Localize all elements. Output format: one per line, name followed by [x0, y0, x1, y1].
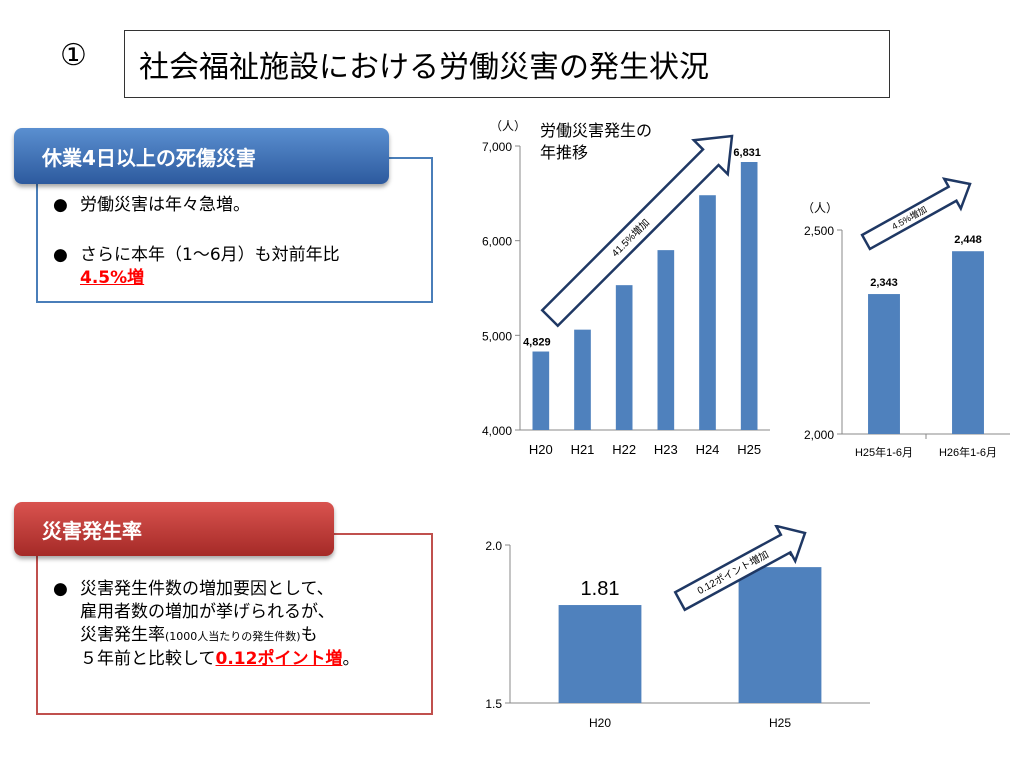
chart-half-year-injuries: 2,000 2,500 H25年1-6月 2,343 H26年1-6月 2,448 （人） 4…: [802, 177, 1010, 459]
data-label: 2,448: [954, 234, 982, 246]
unit-label: （人）: [490, 119, 526, 133]
bullet-text: 災害発生率: [80, 625, 165, 645]
y-tick-label: 4,000: [482, 424, 512, 438]
x-tick-label: H20: [589, 716, 611, 730]
highlight-increase: 4.5%増: [80, 268, 145, 288]
bar: [574, 329, 591, 430]
bar: [657, 250, 675, 430]
arrow-shape: [540, 134, 734, 328]
x-tick-label: H25年1-6月: [855, 445, 913, 459]
bar: [558, 605, 642, 703]
arrow-shape: [673, 525, 807, 612]
data-label: 1.81: [581, 578, 620, 600]
y-tick-label: 2,500: [804, 224, 834, 238]
highlight-increase: 0.12ポイント増: [215, 649, 343, 669]
x-tick-label: H21: [571, 442, 595, 457]
x-tick-label: H25: [769, 716, 791, 730]
bullet-dot: ●: [53, 579, 68, 599]
y-tick-label: 5,000: [482, 329, 512, 343]
data-label: 2,343: [870, 277, 898, 289]
bullet-note: (1000人当たりの発生件数): [165, 630, 301, 643]
chart-title: 労働災害発生の: [540, 122, 652, 140]
slide-number: ①: [60, 38, 87, 73]
panel-injuries-header: 休業4日以上の死傷災害: [14, 128, 389, 184]
bar: [738, 567, 822, 703]
data-label: 4,829: [523, 337, 551, 349]
slide-title: 社会福祉施設における労働災害の発生状況: [124, 30, 890, 98]
y-tick-label: 2,000: [804, 428, 834, 442]
chart-title: 年推移: [540, 144, 588, 162]
data-label: 6,831: [733, 147, 761, 159]
y-tick-label: 6,000: [482, 235, 512, 249]
arrow-shape: [860, 177, 972, 251]
increase-arrow: 4.5%増加: [860, 177, 972, 251]
bullet-text: 災害発生件数の増加要因として、: [80, 579, 334, 599]
unit-label: （人）: [802, 201, 838, 215]
bullet-dot: ●: [53, 195, 68, 215]
bullet-item: ● 労働災害は年々急増。: [53, 194, 250, 217]
bar: [952, 251, 984, 434]
bullet-text: さらに本年（1～6月）も対前年比: [80, 245, 340, 265]
x-tick-label: H25: [737, 442, 761, 457]
bar: [615, 285, 633, 430]
bullet-text: 。: [342, 649, 360, 669]
x-tick-label: H20: [529, 442, 553, 457]
bullet-item: ● さらに本年（1～6月）も対前年比 4.5%増: [53, 244, 340, 290]
x-tick-label: H26年1-6月: [939, 445, 997, 459]
x-tick-label: H23: [654, 442, 678, 457]
bullet-dot: ●: [53, 245, 68, 265]
bullet-item: ● 災害発生件数の増加要因として、 雇用者数の増加が挙げられるが、 災害発生率(…: [53, 578, 360, 671]
y-tick-label: 1.5: [485, 697, 502, 711]
y-tick-label: 7,000: [482, 140, 512, 154]
bullet-text: 労働災害は年々急増。: [80, 195, 250, 215]
x-tick-label: H24: [696, 442, 720, 457]
bar: [868, 294, 900, 434]
x-tick-label: H22: [612, 442, 636, 457]
chart-annual-injuries: 4,000 5,000 6,000 7,000 H20 4,829 H21 H22 H23 H24…: [482, 119, 770, 457]
bar: [532, 351, 550, 430]
bar: [699, 195, 716, 430]
y-tick-label: 2.0: [485, 539, 502, 553]
bullet-text: ５年前と比較して: [80, 649, 216, 669]
bar: [740, 161, 758, 430]
panel-rate-header: 災害発生率: [14, 502, 334, 556]
bullet-text: も: [300, 625, 318, 645]
bullet-text: 雇用者数の増加が挙げられるが、: [80, 602, 335, 622]
